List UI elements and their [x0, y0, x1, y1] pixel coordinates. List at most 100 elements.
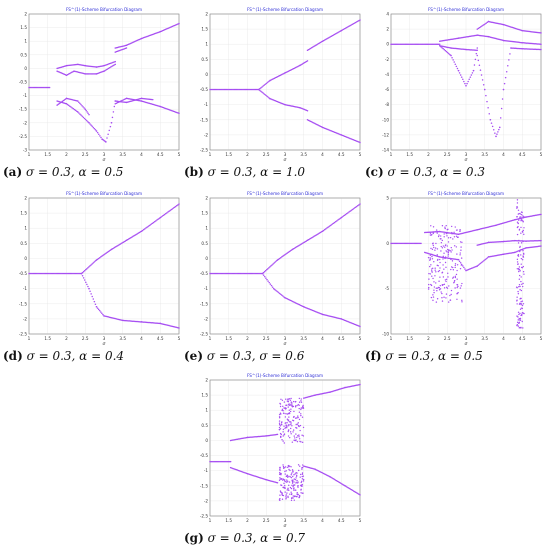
- bifurcation-point: [437, 43, 440, 45]
- bifurcation-point: [97, 257, 100, 260]
- bifurcation-point: [71, 64, 73, 66]
- chaos-point: [428, 286, 430, 289]
- bifurcation-point: [262, 271, 265, 274]
- x-tick-label: 2: [246, 152, 249, 157]
- chaos-point: [431, 268, 433, 270]
- bifurcation-point: [509, 53, 511, 55]
- chaos-point: [301, 466, 304, 469]
- bifurcation-point: [268, 281, 270, 284]
- bifurcation-point: [512, 239, 515, 242]
- chaos-point: [522, 256, 525, 258]
- bifurcation-point: [425, 43, 428, 45]
- bifurcation-point: [402, 242, 404, 245]
- chaos-point: [429, 265, 431, 268]
- bifurcation-point: [238, 438, 241, 440]
- chart-title: FS^(1)-Scheme Bifurcation Diagram: [247, 191, 323, 196]
- bifurcation-point: [439, 43, 441, 45]
- bifurcation-point: [534, 43, 537, 45]
- chaos-point: [301, 434, 303, 436]
- chaos-point: [453, 279, 456, 282]
- chaos-point: [448, 285, 450, 287]
- bifurcation-point: [143, 97, 145, 100]
- bifurcation-point: [267, 434, 270, 437]
- bifurcation-point: [472, 49, 474, 51]
- chaos-point: [522, 327, 524, 329]
- bifurcation-point: [124, 319, 126, 322]
- chaos-point: [290, 433, 292, 435]
- bifurcation-point: [322, 229, 325, 232]
- bifurcation-point: [117, 100, 120, 103]
- bifurcation-point: [246, 272, 248, 275]
- chaos-point: [523, 253, 525, 255]
- chaos-point: [290, 422, 292, 424]
- bifurcation-point: [141, 97, 144, 100]
- x-tick-label: 4.5: [338, 152, 345, 157]
- chaos-point: [297, 469, 300, 472]
- bifurcation-point: [337, 219, 339, 221]
- chaos-point: [296, 493, 298, 495]
- bifurcation-point: [523, 42, 526, 44]
- panel-g: 1 1.5 2 2.5 3 3.5 4 4.5 5 -2.5 -2 -1.5 -1 -0.5 0 0.5 1 1.…: [184, 368, 367, 551]
- bifurcation-point: [521, 29, 523, 32]
- chaos-point: [300, 488, 302, 491]
- bifurcation-point: [449, 53, 451, 56]
- bifurcation-point: [29, 272, 31, 275]
- bifurcation-point: [86, 267, 88, 270]
- caption-b: (b) σ = 0.3, α = 1.0: [184, 165, 367, 179]
- bifurcation-point: [232, 439, 234, 441]
- bifurcation-point: [310, 467, 313, 469]
- bifurcation-point: [330, 224, 333, 226]
- bifurcation-point: [223, 272, 225, 275]
- bifurcation-point: [531, 42, 533, 45]
- chaos-point: [279, 477, 281, 479]
- chaos-point: [519, 319, 522, 321]
- chaos-point: [448, 249, 450, 251]
- chaos-point: [293, 484, 295, 487]
- chaos-point: [460, 257, 463, 259]
- bifurcation-point: [147, 98, 149, 100]
- bifurcation-point: [326, 37, 328, 40]
- chaos-point: [438, 280, 440, 282]
- x-tick-label: 2: [427, 336, 430, 341]
- bifurcation-point: [326, 227, 328, 229]
- bifurcation-point: [273, 481, 275, 483]
- chaos-point: [285, 398, 287, 400]
- bifurcation-point: [69, 272, 72, 275]
- bifurcation-point: [359, 383, 361, 386]
- chaos-point: [296, 479, 298, 482]
- bifurcation-point: [313, 394, 315, 397]
- y-tick-label: 2: [205, 378, 208, 383]
- chaos-point: [294, 478, 297, 481]
- chaos-point: [441, 247, 444, 249]
- bifurcation-point: [344, 213, 347, 216]
- bifurcation-point: [443, 48, 445, 51]
- bifurcation-point: [409, 43, 411, 45]
- bifurcation-point: [232, 467, 234, 470]
- x-tick-label: 4.5: [519, 152, 526, 157]
- bifurcation-point: [476, 34, 478, 36]
- bifurcation-point: [150, 98, 153, 101]
- bifurcation-point: [93, 261, 96, 263]
- bifurcation-point: [103, 64, 105, 67]
- bifurcation-point: [57, 272, 60, 275]
- bifurcation-point: [174, 205, 177, 208]
- bifurcation-point: [528, 48, 530, 50]
- bifurcation-point: [70, 64, 72, 66]
- bifurcation-point: [327, 226, 329, 228]
- bifurcation-point: [440, 40, 442, 42]
- chaos-point: [516, 202, 519, 204]
- bifurcation-point: [83, 117, 86, 120]
- bifurcation-point: [256, 88, 259, 91]
- bifurcation-point: [303, 465, 305, 467]
- bifurcation-point: [73, 63, 76, 66]
- bifurcation-point: [530, 240, 533, 242]
- bifurcation-point: [482, 83, 485, 86]
- bifurcation-point: [489, 241, 492, 244]
- bifurcation-point: [236, 272, 239, 275]
- chaos-point: [280, 478, 283, 480]
- bifurcation-point: [261, 272, 264, 275]
- chaos-point: [450, 293, 452, 296]
- bifurcation-point: [463, 266, 465, 269]
- bifurcation-point: [475, 34, 477, 37]
- bifurcation-point: [524, 30, 527, 32]
